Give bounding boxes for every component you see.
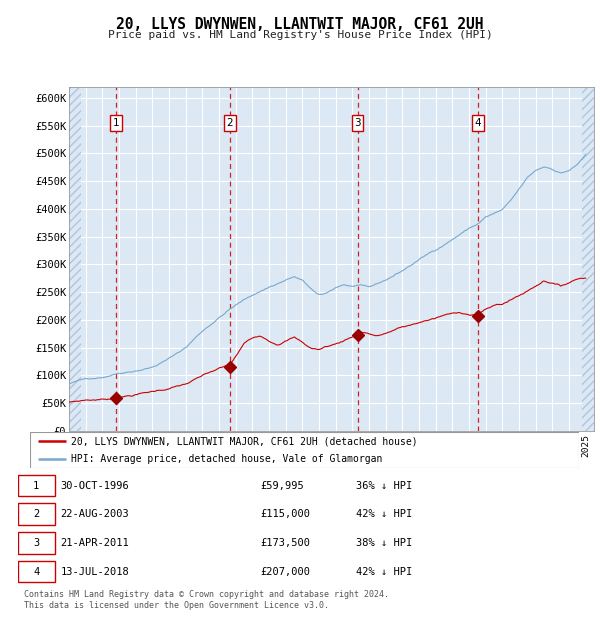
Text: 13-JUL-2018: 13-JUL-2018 xyxy=(60,567,129,577)
Text: 21-APR-2011: 21-APR-2011 xyxy=(60,538,129,548)
Text: £207,000: £207,000 xyxy=(260,567,311,577)
FancyBboxPatch shape xyxy=(18,560,55,582)
Text: 36% ↓ HPI: 36% ↓ HPI xyxy=(356,480,413,490)
Text: 30-OCT-1996: 30-OCT-1996 xyxy=(60,480,129,490)
Text: 42% ↓ HPI: 42% ↓ HPI xyxy=(356,567,413,577)
Text: 42% ↓ HPI: 42% ↓ HPI xyxy=(356,509,413,519)
Text: 1: 1 xyxy=(113,118,119,128)
Text: HPI: Average price, detached house, Vale of Glamorgan: HPI: Average price, detached house, Vale… xyxy=(71,454,383,464)
Text: 20, LLYS DWYNWEN, LLANTWIT MAJOR, CF61 2UH (detached house): 20, LLYS DWYNWEN, LLANTWIT MAJOR, CF61 2… xyxy=(71,436,418,446)
Text: Contains HM Land Registry data © Crown copyright and database right 2024.
This d: Contains HM Land Registry data © Crown c… xyxy=(24,590,389,609)
Text: £115,000: £115,000 xyxy=(260,509,311,519)
Text: 1: 1 xyxy=(33,480,40,490)
FancyBboxPatch shape xyxy=(18,503,55,525)
Text: 4: 4 xyxy=(33,567,40,577)
Text: 2: 2 xyxy=(33,509,40,519)
Text: £173,500: £173,500 xyxy=(260,538,311,548)
Text: 3: 3 xyxy=(354,118,361,128)
Text: 22-AUG-2003: 22-AUG-2003 xyxy=(60,509,129,519)
Text: 20, LLYS DWYNWEN, LLANTWIT MAJOR, CF61 2UH: 20, LLYS DWYNWEN, LLANTWIT MAJOR, CF61 2… xyxy=(116,17,484,32)
Text: Price paid vs. HM Land Registry's House Price Index (HPI): Price paid vs. HM Land Registry's House … xyxy=(107,30,493,40)
Text: 4: 4 xyxy=(475,118,481,128)
Text: £59,995: £59,995 xyxy=(260,480,304,490)
FancyBboxPatch shape xyxy=(18,475,55,497)
Text: 38% ↓ HPI: 38% ↓ HPI xyxy=(356,538,413,548)
FancyBboxPatch shape xyxy=(18,532,55,554)
FancyBboxPatch shape xyxy=(30,432,579,468)
Text: 2: 2 xyxy=(226,118,233,128)
Text: 3: 3 xyxy=(33,538,40,548)
